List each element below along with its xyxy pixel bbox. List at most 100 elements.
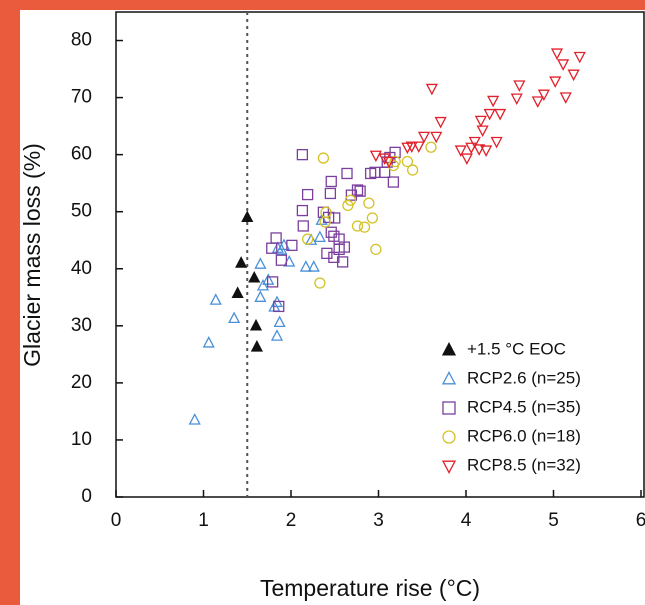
legend-label: RCP8.5 (n=32) — [467, 455, 581, 474]
y-tick-label: 50 — [71, 201, 92, 222]
x-tick-label: 2 — [286, 510, 297, 531]
point — [567, 69, 580, 82]
point — [370, 243, 382, 256]
point — [270, 329, 284, 341]
point — [241, 210, 254, 223]
y-tick-label: 10 — [71, 429, 92, 450]
legend-marker — [442, 430, 456, 444]
legend-marker — [441, 371, 457, 385]
point — [406, 164, 419, 176]
point — [344, 194, 357, 206]
point — [273, 315, 286, 328]
point — [366, 212, 379, 224]
point — [369, 150, 382, 163]
point — [460, 153, 473, 165]
point — [325, 175, 337, 188]
legend-label: +1.5 °C EOC — [467, 339, 566, 358]
point — [254, 290, 267, 302]
point — [487, 95, 500, 108]
point — [557, 59, 570, 71]
point — [405, 141, 418, 153]
point — [297, 220, 309, 232]
point — [490, 136, 503, 149]
point — [454, 145, 467, 157]
point — [286, 239, 298, 252]
point — [188, 413, 201, 425]
point — [273, 300, 285, 313]
point — [351, 220, 364, 232]
x-tick-label: 6 — [636, 510, 645, 531]
x-axis-label: Temperature rise (°C) — [260, 575, 480, 601]
point — [301, 188, 314, 201]
point — [549, 76, 562, 88]
x-tick-label: 3 — [373, 510, 384, 531]
point — [321, 247, 333, 260]
point — [250, 340, 263, 352]
point — [338, 241, 351, 253]
point — [476, 125, 489, 138]
point — [231, 286, 244, 298]
point — [325, 226, 337, 238]
y-axis-label: Glacier mass loss (%) — [19, 143, 45, 367]
point — [354, 185, 366, 197]
point — [305, 233, 318, 245]
point — [531, 96, 544, 108]
point — [324, 187, 337, 200]
point — [341, 167, 353, 180]
point — [401, 155, 414, 168]
point — [550, 48, 564, 60]
x-tick-label: 5 — [548, 510, 559, 531]
point — [573, 51, 586, 64]
point — [483, 108, 496, 121]
point — [430, 131, 443, 144]
point — [270, 232, 282, 244]
y-tick-label: 80 — [71, 30, 92, 51]
point — [537, 89, 550, 102]
point — [266, 276, 279, 288]
point — [401, 142, 414, 155]
point — [296, 148, 309, 161]
point — [275, 254, 288, 266]
point — [473, 144, 486, 156]
point — [254, 257, 267, 269]
point — [301, 233, 314, 245]
legend-marker — [442, 401, 456, 415]
point — [299, 260, 312, 272]
point — [256, 278, 270, 291]
point — [425, 83, 438, 96]
plot-frame — [115, 11, 645, 498]
point — [235, 256, 248, 268]
point — [382, 156, 396, 169]
x-tick-label: 4 — [461, 510, 472, 531]
point — [387, 176, 400, 188]
point — [474, 115, 487, 128]
point — [202, 336, 215, 348]
point — [351, 184, 364, 196]
point — [317, 152, 330, 164]
chart-background — [20, 10, 645, 605]
point — [248, 270, 261, 283]
point — [342, 199, 354, 212]
point — [329, 212, 341, 224]
point — [314, 277, 326, 289]
y-tick-label: 0 — [81, 486, 92, 507]
point — [417, 131, 431, 144]
point — [313, 230, 326, 243]
y-tick-label: 70 — [71, 87, 92, 108]
point — [307, 260, 320, 272]
y-tick-label: 40 — [71, 258, 92, 279]
x-tick-label: 1 — [198, 510, 209, 531]
point — [434, 116, 447, 129]
point — [412, 141, 425, 153]
legend-label: RCP2.6 (n=25) — [467, 368, 581, 387]
point — [319, 216, 331, 228]
point — [559, 92, 572, 104]
point — [465, 142, 478, 155]
x-tick-label: 0 — [111, 510, 122, 531]
legend-marker — [441, 342, 457, 356]
point — [249, 318, 263, 331]
legend-label: RCP6.0 (n=18) — [467, 426, 581, 445]
point — [363, 197, 375, 209]
